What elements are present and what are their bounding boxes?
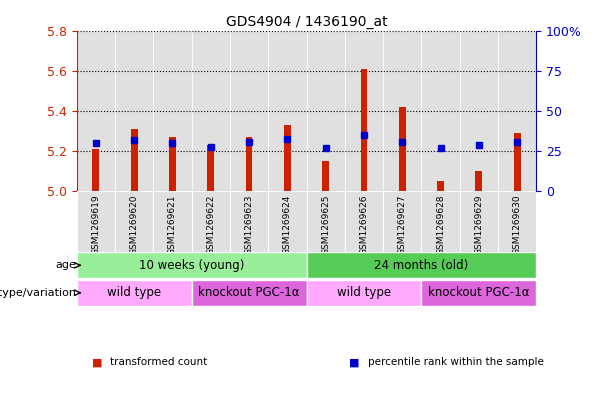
- Bar: [383, 191, 422, 252]
- Bar: [268, 191, 306, 252]
- Bar: [284, 125, 291, 191]
- Bar: [77, 252, 306, 279]
- Bar: [115, 31, 153, 191]
- Bar: [77, 31, 115, 191]
- Text: percentile rank within the sample: percentile rank within the sample: [368, 358, 544, 367]
- Bar: [93, 149, 99, 191]
- Bar: [153, 31, 191, 191]
- Bar: [246, 138, 253, 191]
- Bar: [383, 31, 422, 191]
- Bar: [422, 31, 460, 191]
- Text: GSM1269624: GSM1269624: [283, 195, 292, 255]
- Text: GSM1269626: GSM1269626: [359, 195, 368, 255]
- Text: GSM1269619: GSM1269619: [91, 195, 101, 255]
- Text: age: age: [56, 260, 77, 270]
- Bar: [153, 191, 191, 252]
- Bar: [115, 191, 153, 252]
- Text: 10 weeks (young): 10 weeks (young): [139, 259, 244, 272]
- Text: GSM1269620: GSM1269620: [129, 195, 139, 255]
- Bar: [514, 134, 520, 191]
- Text: transformed count: transformed count: [110, 358, 208, 367]
- Text: wild type: wild type: [107, 286, 161, 299]
- Bar: [498, 31, 536, 191]
- Bar: [306, 31, 345, 191]
- Text: GSM1269629: GSM1269629: [474, 195, 484, 255]
- Bar: [476, 171, 482, 191]
- Bar: [422, 191, 460, 252]
- Text: 24 months (old): 24 months (old): [375, 259, 468, 272]
- Bar: [345, 31, 383, 191]
- Bar: [306, 279, 422, 306]
- Bar: [191, 279, 306, 306]
- Bar: [345, 191, 383, 252]
- Title: GDS4904 / 1436190_at: GDS4904 / 1436190_at: [226, 15, 387, 29]
- Bar: [131, 129, 137, 191]
- Bar: [169, 138, 176, 191]
- Bar: [268, 31, 306, 191]
- Bar: [460, 191, 498, 252]
- Bar: [207, 145, 214, 191]
- Text: GSM1269627: GSM1269627: [398, 195, 407, 255]
- Bar: [360, 70, 367, 191]
- Bar: [77, 191, 115, 252]
- Text: GSM1269622: GSM1269622: [206, 195, 215, 255]
- Bar: [322, 162, 329, 191]
- Text: GSM1269623: GSM1269623: [245, 195, 254, 255]
- Text: genotype/variation: genotype/variation: [0, 288, 77, 298]
- Text: GSM1269630: GSM1269630: [512, 195, 522, 255]
- Bar: [498, 191, 536, 252]
- Text: wild type: wild type: [337, 286, 391, 299]
- Bar: [77, 279, 191, 306]
- Bar: [422, 279, 536, 306]
- Text: GSM1269628: GSM1269628: [436, 195, 445, 255]
- Bar: [230, 31, 268, 191]
- Bar: [306, 191, 345, 252]
- Text: GSM1269625: GSM1269625: [321, 195, 330, 255]
- Text: knockout PGC-1α: knockout PGC-1α: [198, 286, 300, 299]
- Bar: [191, 31, 230, 191]
- Bar: [230, 191, 268, 252]
- Bar: [306, 252, 536, 279]
- Bar: [191, 191, 230, 252]
- Bar: [399, 107, 406, 191]
- Bar: [437, 182, 444, 191]
- Text: ■: ■: [92, 358, 102, 367]
- Text: GSM1269621: GSM1269621: [168, 195, 177, 255]
- Text: knockout PGC-1α: knockout PGC-1α: [428, 286, 530, 299]
- Text: ■: ■: [349, 358, 360, 367]
- Bar: [460, 31, 498, 191]
